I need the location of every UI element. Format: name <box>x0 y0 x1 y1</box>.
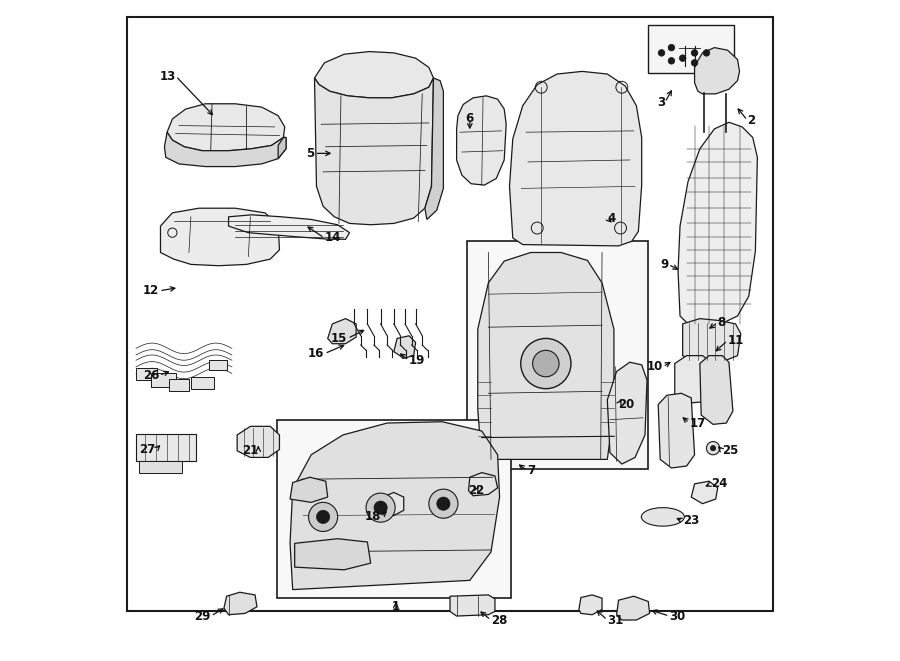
Text: 24: 24 <box>711 477 727 490</box>
Bar <box>136 434 195 461</box>
Polygon shape <box>381 492 404 516</box>
Text: 5: 5 <box>306 147 314 160</box>
Circle shape <box>706 442 720 455</box>
Polygon shape <box>394 336 416 358</box>
Circle shape <box>658 50 665 56</box>
Text: 23: 23 <box>683 514 699 527</box>
Polygon shape <box>450 595 495 616</box>
Circle shape <box>668 44 675 51</box>
Circle shape <box>668 58 675 64</box>
Polygon shape <box>425 78 444 219</box>
Bar <box>151 373 176 387</box>
Text: 16: 16 <box>308 347 324 360</box>
Polygon shape <box>314 78 434 225</box>
Text: 27: 27 <box>140 443 156 456</box>
Polygon shape <box>683 319 741 364</box>
Bar <box>648 25 734 73</box>
Text: 3: 3 <box>657 96 665 109</box>
Bar <box>191 377 214 389</box>
Circle shape <box>691 59 698 66</box>
Polygon shape <box>290 477 328 502</box>
Polygon shape <box>456 96 506 185</box>
Text: 21: 21 <box>242 444 258 457</box>
Bar <box>466 241 648 469</box>
Polygon shape <box>478 253 614 459</box>
Polygon shape <box>678 122 758 325</box>
Polygon shape <box>579 595 602 615</box>
Circle shape <box>436 497 450 510</box>
Text: 1: 1 <box>392 600 400 613</box>
Text: 31: 31 <box>608 613 624 627</box>
Polygon shape <box>509 71 642 246</box>
Text: 22: 22 <box>468 484 484 497</box>
Text: 20: 20 <box>618 398 634 411</box>
Circle shape <box>521 338 571 389</box>
Bar <box>136 368 158 380</box>
Polygon shape <box>290 422 500 590</box>
Bar <box>169 379 189 391</box>
Text: 15: 15 <box>331 332 347 345</box>
Polygon shape <box>691 481 717 504</box>
Text: 8: 8 <box>717 316 726 329</box>
Text: 17: 17 <box>689 416 706 430</box>
Text: 11: 11 <box>727 334 744 347</box>
Polygon shape <box>165 132 286 167</box>
Circle shape <box>710 446 716 451</box>
Circle shape <box>691 50 698 56</box>
Ellipse shape <box>642 508 684 526</box>
Text: 30: 30 <box>670 609 686 623</box>
Text: 10: 10 <box>646 360 662 373</box>
Text: 2: 2 <box>747 114 756 127</box>
Text: 7: 7 <box>527 464 536 477</box>
Text: 29: 29 <box>194 609 211 623</box>
Polygon shape <box>469 473 498 496</box>
Polygon shape <box>616 596 650 620</box>
Polygon shape <box>328 319 356 344</box>
Polygon shape <box>675 356 713 403</box>
Circle shape <box>703 50 710 56</box>
Polygon shape <box>294 539 371 570</box>
Text: 4: 4 <box>608 212 616 225</box>
Text: 13: 13 <box>159 69 176 83</box>
Circle shape <box>309 502 338 531</box>
Polygon shape <box>608 362 647 464</box>
Polygon shape <box>695 48 740 94</box>
Text: 9: 9 <box>660 258 668 271</box>
Bar <box>140 461 183 473</box>
Bar <box>277 420 511 598</box>
Polygon shape <box>278 137 286 159</box>
Polygon shape <box>700 356 733 424</box>
Circle shape <box>428 489 458 518</box>
Text: 12: 12 <box>143 284 159 297</box>
Circle shape <box>366 493 395 522</box>
Polygon shape <box>229 215 349 239</box>
Polygon shape <box>224 592 257 615</box>
Polygon shape <box>658 393 695 468</box>
Circle shape <box>533 350 559 377</box>
Text: 6: 6 <box>465 112 474 126</box>
Bar <box>209 360 227 370</box>
Polygon shape <box>238 426 280 457</box>
Circle shape <box>317 510 329 524</box>
Text: 18: 18 <box>364 510 381 524</box>
Text: 14: 14 <box>324 231 341 245</box>
Text: 28: 28 <box>491 613 508 627</box>
Circle shape <box>680 55 686 61</box>
Circle shape <box>374 501 387 514</box>
Polygon shape <box>314 52 434 98</box>
Polygon shape <box>167 104 284 151</box>
Text: 26: 26 <box>143 369 159 382</box>
Polygon shape <box>160 208 280 266</box>
Text: 25: 25 <box>723 444 739 457</box>
Text: 19: 19 <box>409 354 426 367</box>
